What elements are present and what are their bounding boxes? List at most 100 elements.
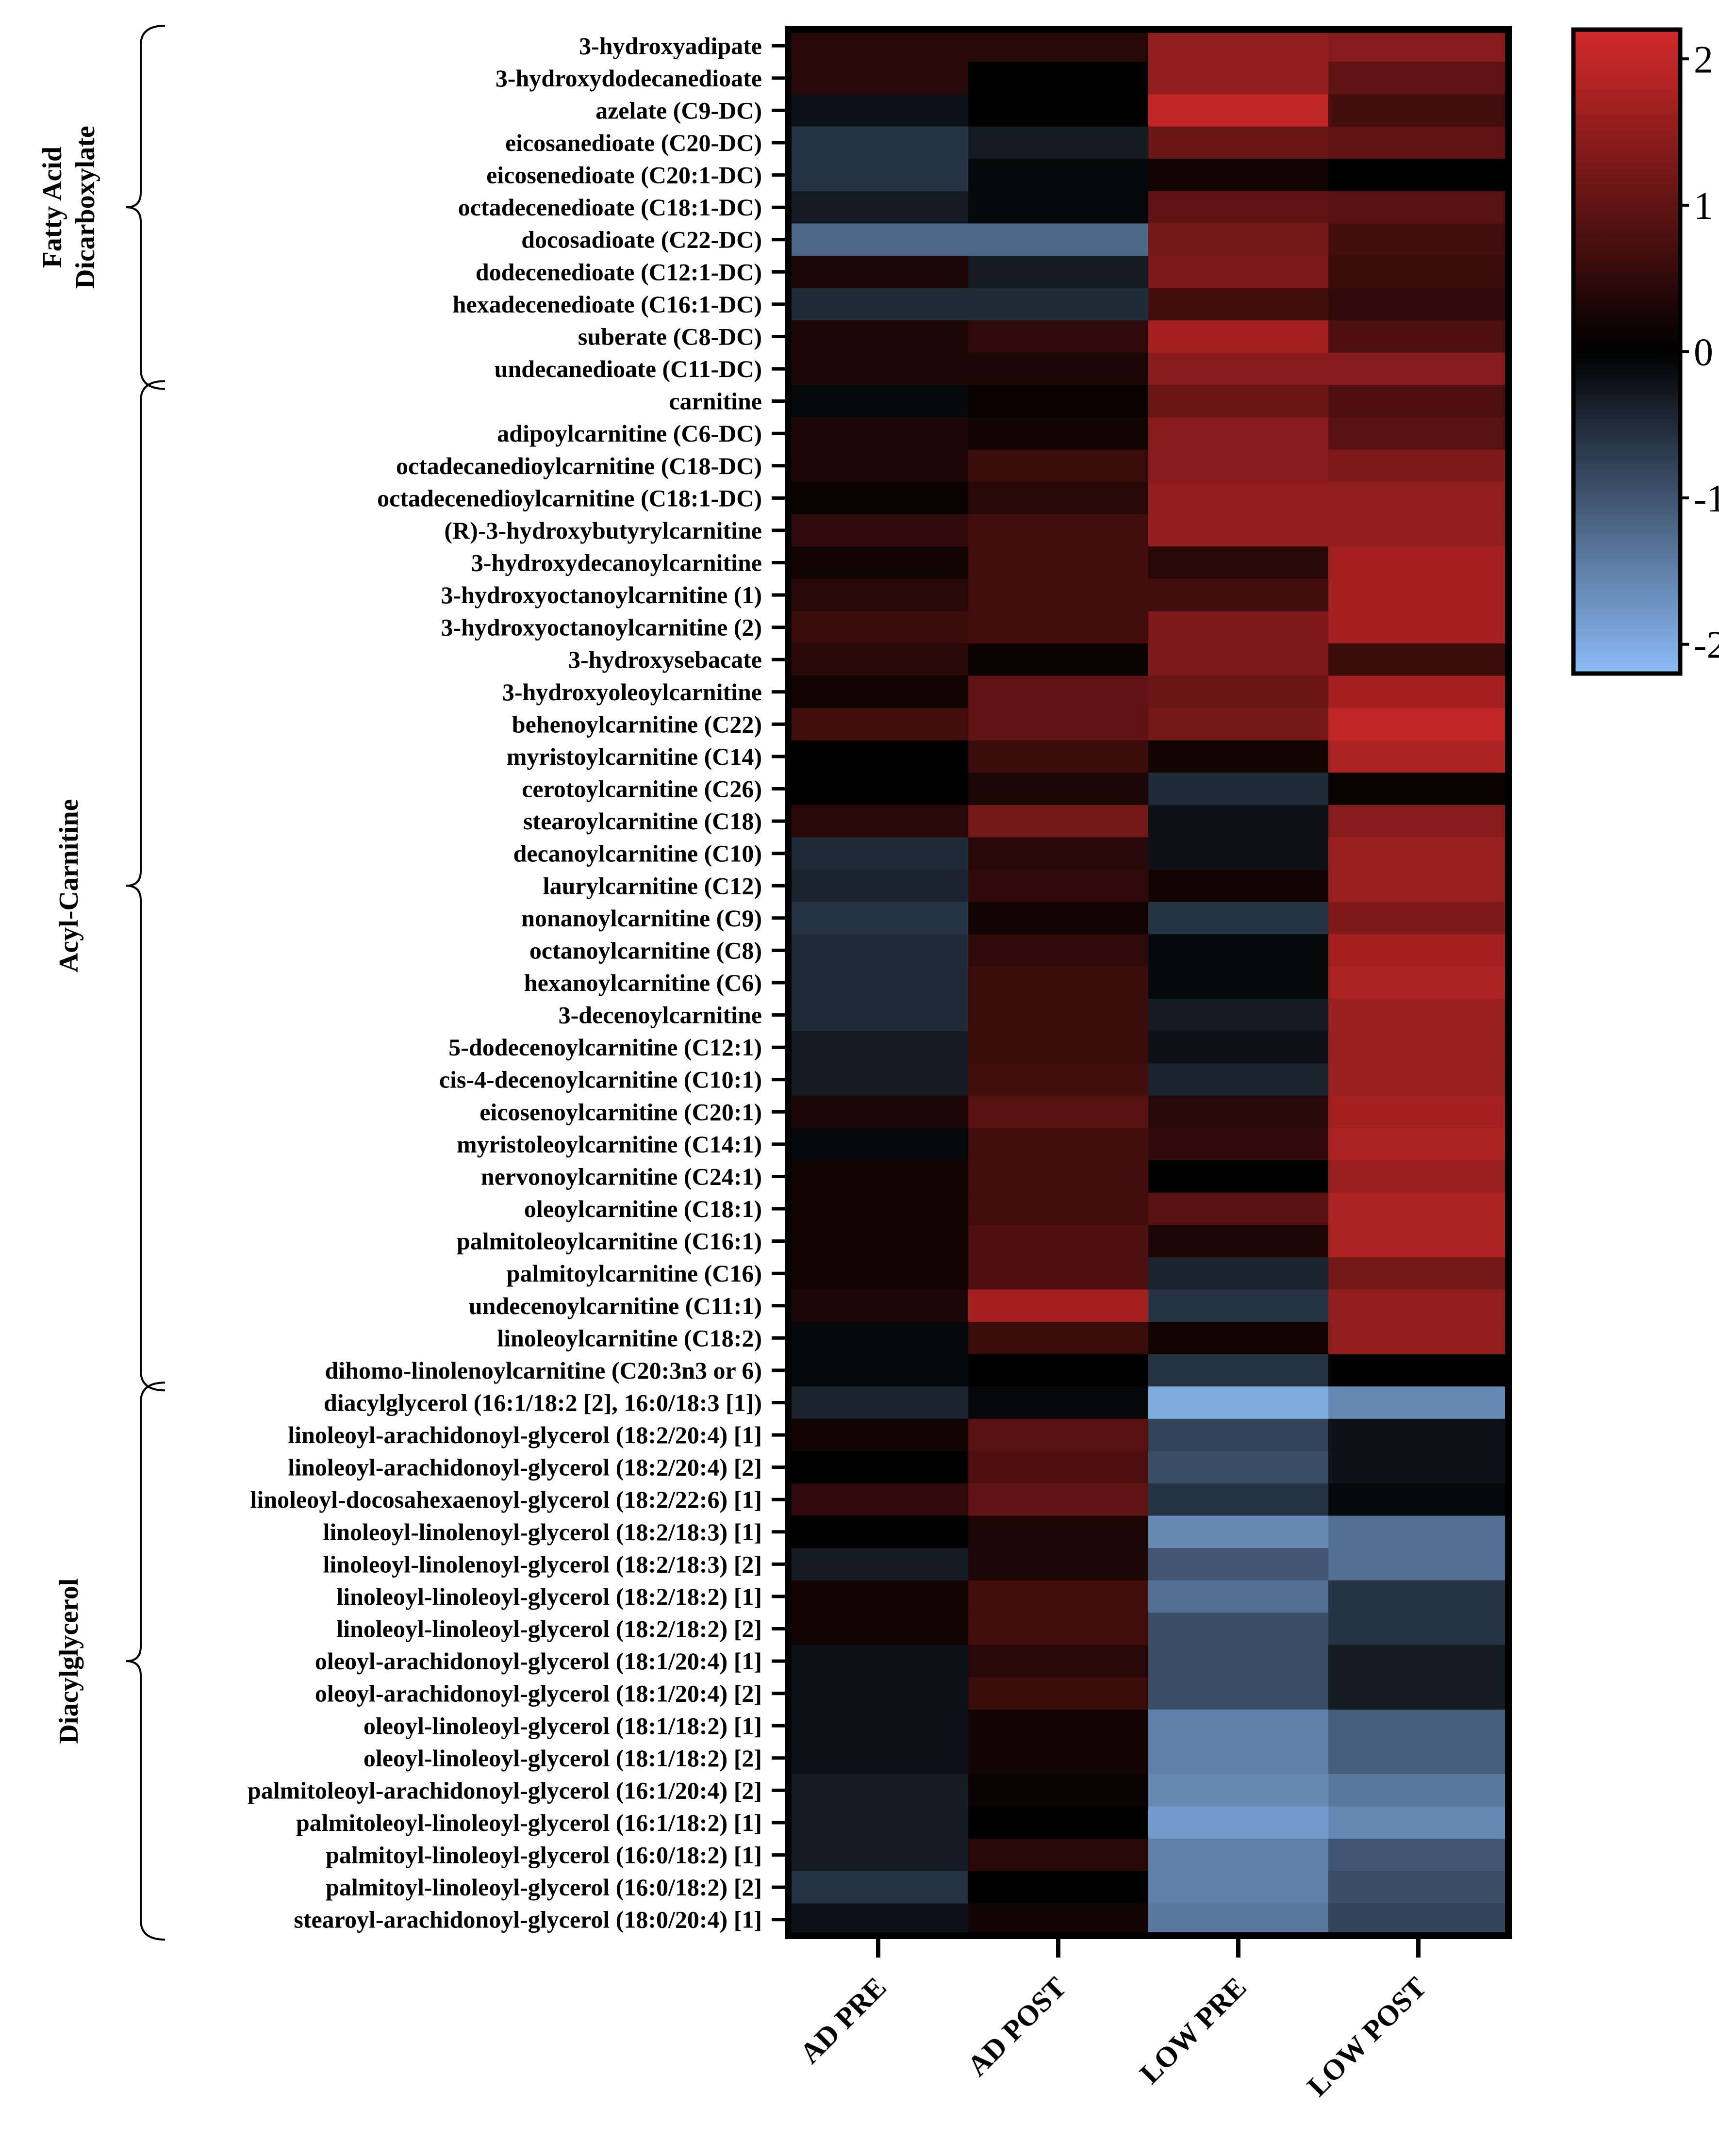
- heatmap-cell: [1328, 675, 1509, 708]
- heatmap-cell: [968, 1580, 1149, 1613]
- heatmap-cell: [788, 1645, 969, 1678]
- heatmap-cell: [1328, 191, 1509, 224]
- row-label: linoleoyl-linolenoyl-glycerol (18:2/18:3…: [323, 1550, 762, 1578]
- heatmap-cell: [1148, 1871, 1329, 1904]
- row-labels: 3-hydroxyadipate 3-hydroxydodecanedioate a…: [248, 32, 785, 1933]
- heatmap-cell: [1328, 1096, 1509, 1129]
- heatmap-cell: [968, 94, 1149, 127]
- heatmap-cell: [968, 546, 1149, 579]
- heatmap-cell: [788, 1806, 969, 1839]
- heatmap-cell: [968, 1871, 1149, 1904]
- heatmap-cell: [1148, 869, 1329, 903]
- heatmap-cell: [968, 1096, 1149, 1129]
- heatmap-cell: [1148, 126, 1329, 159]
- heatmap-cell: [1148, 482, 1329, 515]
- heatmap-cell: [1328, 578, 1509, 611]
- heatmap-cell: [1328, 1031, 1509, 1064]
- column-label: LOW POST: [1301, 1971, 1433, 2103]
- heatmap-cell: [968, 740, 1149, 773]
- row-label: linoleoyl-linoleoyl-glycerol (18:2/18:2)…: [336, 1615, 762, 1643]
- heatmap-cell: [1328, 288, 1509, 321]
- heatmap-cell: [788, 417, 969, 450]
- heatmap-cell: [788, 288, 969, 321]
- heatmap-cell: [1148, 1192, 1329, 1225]
- heatmap-cell: [788, 837, 969, 870]
- heatmap-cell: [788, 1225, 969, 1258]
- group-label: Acyl-Carnitine: [54, 799, 84, 972]
- heatmap-cell: [968, 1903, 1149, 1936]
- heatmap-cell: [1148, 643, 1329, 676]
- heatmap-cell: [788, 1871, 969, 1904]
- heatmap-cell: [788, 708, 969, 741]
- heatmap-cell: [1148, 837, 1329, 870]
- heatmap-cell: [1328, 999, 1509, 1032]
- heatmap-cell: [968, 417, 1149, 450]
- heatmap-cell: [1148, 30, 1329, 63]
- heatmap-cell: [1328, 805, 1509, 838]
- heatmap-cell: [968, 708, 1149, 741]
- heatmap-cell: [1328, 643, 1509, 676]
- row-label: 3-hydroxyoctanoylcarnitine (1): [441, 581, 762, 609]
- heatmap-cell: [968, 1515, 1149, 1548]
- heatmap-cell: [1148, 578, 1329, 611]
- row-label: (R)-3-hydroxybutyrylcarnitine: [444, 517, 762, 544]
- heatmap-cell: [968, 30, 1149, 63]
- heatmap-cell: [1328, 1225, 1509, 1258]
- heatmap-cell: [968, 320, 1149, 353]
- heatmap-cell: [788, 805, 969, 838]
- heatmap-cell: [1328, 1709, 1509, 1743]
- heatmap-cell: [788, 1128, 969, 1161]
- heatmap-cell: [1148, 708, 1329, 741]
- row-label: palmitoleoylcarnitine (C16:1): [457, 1228, 762, 1255]
- heatmap-cell: [788, 126, 969, 159]
- row-label: suberate (C8-DC): [578, 323, 762, 350]
- heatmap-cell: [1148, 1128, 1329, 1161]
- row-label: decanoylcarnitine (C10): [513, 840, 762, 867]
- heatmap-cell: [1328, 611, 1509, 644]
- column-label: AD PRE: [793, 1971, 892, 2070]
- heatmap-cell: [1148, 1613, 1329, 1646]
- heatmap-cell: [1148, 1548, 1329, 1581]
- row-label: 3-hydroxysebacate: [568, 646, 762, 673]
- row-label: palmitoylcarnitine (C16): [507, 1260, 762, 1287]
- colorbar-tick-label: 0: [1694, 331, 1713, 374]
- row-label: stearoylcarnitine (C18): [523, 807, 762, 835]
- heatmap-cell: [1328, 1903, 1509, 1936]
- heatmap-cell: [1328, 94, 1509, 127]
- row-label: 3-hydroxyoleoylcarnitine: [502, 678, 762, 706]
- heatmap-cell: [1148, 1580, 1329, 1613]
- heatmap-cell: [788, 869, 969, 903]
- heatmap-cell: [1328, 837, 1509, 870]
- heatmap-cell: [968, 805, 1149, 838]
- heatmap-cell: [1148, 1645, 1329, 1678]
- heatmap-cell: [968, 449, 1149, 482]
- heatmap-cell: [788, 1548, 969, 1581]
- heatmap-cell: [1328, 1677, 1509, 1710]
- heatmap-cell: [1148, 62, 1329, 95]
- heatmap-cell: [968, 773, 1149, 806]
- heatmap-cell: [788, 1580, 969, 1613]
- heatmap-cell: [788, 159, 969, 192]
- row-label: 5-dodecenoylcarnitine (C12:1): [448, 1034, 762, 1061]
- heatmap-cell: [788, 1386, 969, 1419]
- row-label: octadecenedioate (C18:1-DC): [458, 194, 762, 221]
- heatmap-cell: [968, 837, 1149, 870]
- heatmap-cell: [1148, 449, 1329, 482]
- heatmap-cell: [1148, 1515, 1329, 1548]
- heatmap-cell: [1148, 1418, 1329, 1451]
- heatmap-cell: [1328, 740, 1509, 773]
- heatmap-cell: [1148, 1709, 1329, 1743]
- row-label: 3-decenoylcarnitine: [559, 1002, 762, 1029]
- heatmap-cell: [1328, 1322, 1509, 1355]
- heatmap-cell: [788, 256, 969, 289]
- heatmap-cell: [788, 1677, 969, 1710]
- colorbar-tick-label: 2: [1694, 38, 1713, 81]
- row-label: undecanedioate (C11-DC): [495, 355, 762, 382]
- heatmap-cell: [1328, 223, 1509, 256]
- heatmap-cell: [968, 1839, 1149, 1872]
- heatmap-cell: [968, 611, 1149, 644]
- heatmap-cell: [788, 1160, 969, 1193]
- heatmap-cell: [788, 1354, 969, 1387]
- row-label: linoleoyl-arachidonoyl-glycerol (18:2/20…: [288, 1421, 762, 1448]
- heatmap-cell: [788, 1257, 969, 1290]
